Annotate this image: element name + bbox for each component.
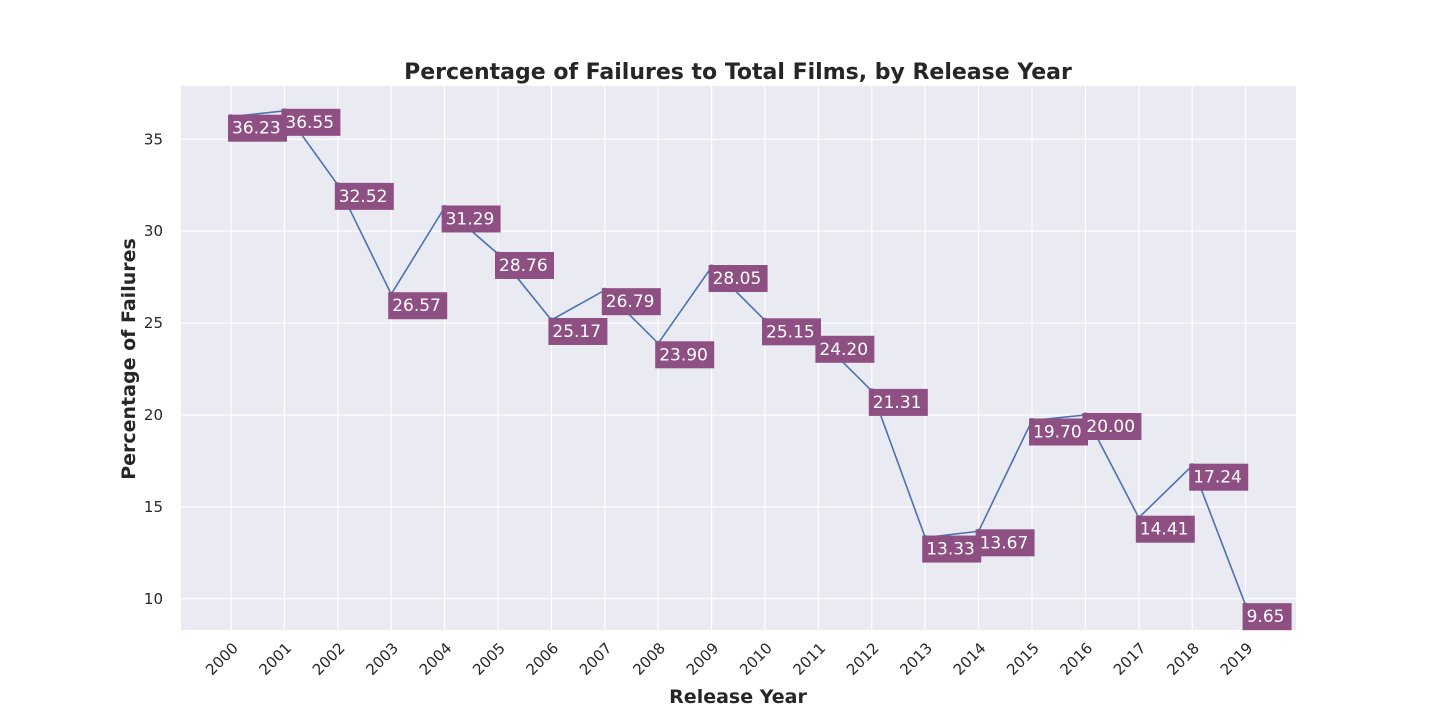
data-label: 13.33 <box>922 535 982 563</box>
data-label-box <box>281 108 341 136</box>
data-label-box <box>1135 515 1195 543</box>
x-tick-label: 2014 <box>950 639 990 679</box>
chart-title: Percentage of Failures to Total Films, b… <box>404 60 1072 85</box>
data-label: 26.57 <box>388 292 448 320</box>
data-label: 26.79 <box>601 288 661 316</box>
data-label-text: 9.65 <box>1247 607 1285 627</box>
data-label-box <box>1029 418 1088 446</box>
data-label-text: 13.67 <box>980 533 1029 553</box>
y-tick-label: 15 <box>144 498 163 516</box>
data-label-box <box>548 317 608 345</box>
x-tick-label: 2007 <box>576 639 616 679</box>
y-tick-label: 10 <box>144 590 163 608</box>
x-tick-label: 2012 <box>843 639 883 679</box>
data-label-box <box>868 388 928 416</box>
data-label-box <box>922 535 982 563</box>
data-label-box <box>815 335 875 363</box>
x-tick-label: 2018 <box>1163 639 1203 679</box>
data-label: 14.41 <box>1135 515 1195 543</box>
y-tick-label: 20 <box>144 406 163 424</box>
x-tick-label: 2003 <box>362 639 402 679</box>
x-tick-label: 2004 <box>416 639 456 679</box>
data-label-box <box>441 205 501 233</box>
x-tick-label: 2013 <box>896 639 936 679</box>
data-label: 36.23 <box>228 114 287 142</box>
x-tick-label: 2000 <box>202 639 242 679</box>
data-label-box <box>1242 603 1292 631</box>
x-tick-label: 2009 <box>683 639 723 679</box>
data-label-text: 14.41 <box>1140 520 1189 540</box>
x-axis-title: Release Year <box>669 686 807 708</box>
data-label-box <box>334 182 394 210</box>
x-tick-label: 2001 <box>255 639 295 679</box>
data-label-text: 19.70 <box>1033 422 1082 442</box>
plot-area <box>181 86 1296 630</box>
data-label: 21.31 <box>868 388 928 416</box>
x-tick-label: 2016 <box>1056 639 1096 679</box>
data-label-text: 28.76 <box>499 256 548 276</box>
data-label-text: 20.00 <box>1086 417 1135 437</box>
data-label: 24.20 <box>815 335 875 363</box>
data-label-box <box>1082 412 1142 440</box>
data-label-box <box>708 265 768 293</box>
y-tick-label: 25 <box>144 314 163 332</box>
data-label: 36.55 <box>281 108 341 136</box>
x-tick-label: 2006 <box>522 639 562 679</box>
data-label-box <box>388 292 448 320</box>
data-label: 20.00 <box>1082 412 1142 440</box>
data-label: 25.17 <box>548 317 608 345</box>
data-label: 13.67 <box>975 529 1035 557</box>
data-label-text: 24.20 <box>819 340 868 360</box>
data-label: 17.24 <box>1189 463 1249 491</box>
x-tick-label: 2010 <box>736 639 776 679</box>
x-tick-label: 2005 <box>469 639 509 679</box>
series-line-group <box>230 109 1247 606</box>
data-label-text: 26.57 <box>392 296 441 316</box>
x-tick-label: 2017 <box>1110 639 1150 679</box>
x-tick-label: 2019 <box>1217 639 1257 679</box>
data-label-box <box>228 114 287 142</box>
data-label-text: 25.15 <box>766 322 815 342</box>
data-label-text: 32.52 <box>339 187 388 207</box>
data-label-text: 36.23 <box>232 119 281 139</box>
x-tick-label: 2015 <box>1003 639 1043 679</box>
data-label-text: 25.17 <box>552 322 601 342</box>
data-label: 28.76 <box>495 251 554 279</box>
data-label-text: 23.90 <box>659 345 708 365</box>
data-label-box <box>655 341 715 369</box>
data-label: 25.15 <box>762 318 821 346</box>
data-label-box <box>975 529 1035 557</box>
data-label-text: 28.05 <box>713 269 762 289</box>
data-label-text: 17.24 <box>1193 468 1242 488</box>
data-label: 32.52 <box>334 182 394 210</box>
x-tick-label: 2002 <box>309 639 349 679</box>
x-axis-ticks: 2000 2001 2002 2003 2004 2005 2006 2007 2008 2009… <box>202 639 1256 679</box>
data-label: 31.29 <box>441 205 501 233</box>
x-tick-label: 2011 <box>789 639 829 679</box>
data-label: 9.65 <box>1242 603 1292 631</box>
y-axis-ticks: 10 15 20 25 30 35 <box>144 130 163 607</box>
data-labels: 36.23 36.55 32.52 26.57 31.29 28.76 25.1726.79… <box>228 108 1292 631</box>
series-line <box>230 109 1247 606</box>
data-label-text: 21.31 <box>873 393 922 413</box>
data-label: 19.70 <box>1029 418 1088 446</box>
y-axis-title: Percentage of Failures <box>118 238 140 480</box>
data-label: 28.05 <box>708 265 768 293</box>
data-label-box <box>601 288 661 316</box>
data-label: 23.90 <box>655 341 715 369</box>
x-tick-label: 2008 <box>629 639 669 679</box>
data-label-text: 36.55 <box>285 113 334 133</box>
data-label-box <box>495 251 554 279</box>
data-label-text: 31.29 <box>446 209 495 229</box>
data-label-box <box>762 318 821 346</box>
data-label-text: 26.79 <box>606 292 655 312</box>
data-label-text: 13.33 <box>926 540 975 560</box>
data-label-box <box>1189 463 1249 491</box>
y-tick-label: 35 <box>144 130 163 148</box>
y-tick-label: 30 <box>144 222 163 240</box>
